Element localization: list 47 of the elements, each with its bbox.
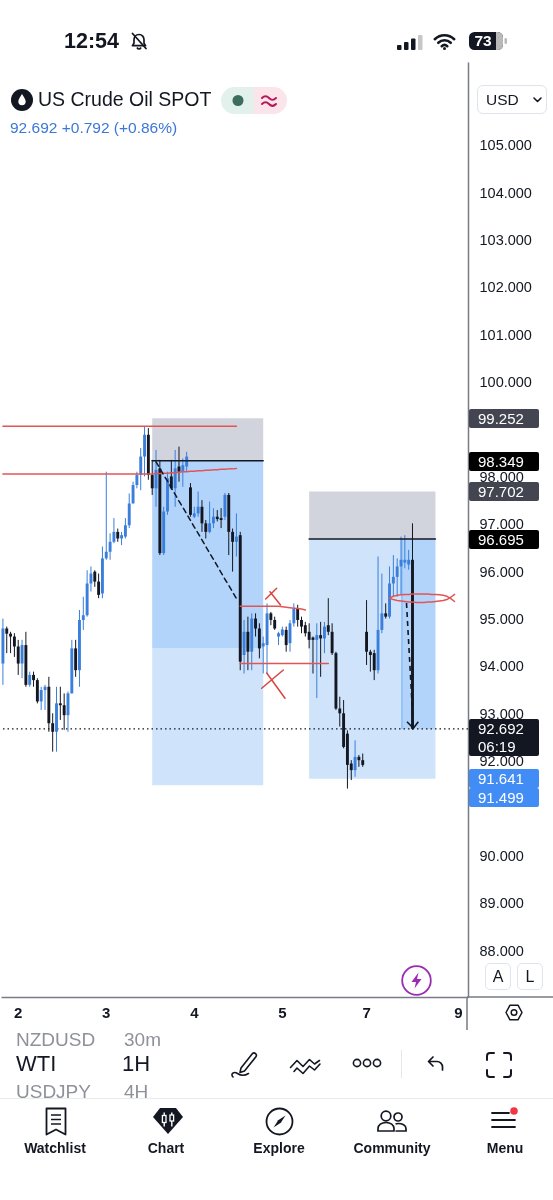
x-tick-label: 4 [190, 1003, 200, 1021]
y-tick-label: 102.000 [479, 279, 532, 296]
x-tick-label: 9 [454, 1003, 463, 1021]
button: A [485, 963, 511, 990]
text: Menu [485, 1140, 525, 1157]
text: Chart [146, 1140, 186, 1157]
text: NZDUSD [16, 1029, 96, 1051]
y-tick-label: 97.000 [479, 516, 524, 533]
text: 73 [473, 32, 493, 50]
text: Explore [252, 1140, 306, 1157]
text: 91.499 [469, 788, 539, 807]
price-tag: 92.692 06:19 [469, 719, 539, 757]
y-tick-label: 103.000 [479, 232, 532, 249]
y-tick-label: 94.000 [479, 658, 524, 675]
x-tick-label: 7 [362, 1003, 371, 1021]
x-tick-label: 2 [14, 1003, 23, 1021]
text: 12:54 [64, 29, 119, 54]
button: L [517, 963, 543, 990]
y-tick-label: 88.000 [479, 942, 524, 959]
x-tick-label: 3 [102, 1003, 111, 1021]
text: WTI [16, 1051, 57, 1077]
y-tick-label: 101.000 [479, 326, 532, 343]
y-tick-label: 104.000 [479, 184, 532, 201]
text: US Crude Oil SPOT [38, 88, 212, 111]
text: 97.702 [469, 482, 539, 501]
currency-dropdown: USD [477, 85, 547, 114]
text: Watchlist [23, 1140, 87, 1157]
text: USDJPY [16, 1081, 91, 1103]
y-tick-label: 95.000 [479, 610, 524, 627]
text: 98.349 [469, 451, 539, 471]
y-tick-label: 105.000 [479, 137, 532, 154]
y-tick-label: 100.000 [479, 374, 532, 391]
text: Community [352, 1140, 432, 1157]
text: 99.252 [469, 408, 539, 428]
y-tick-label: 96.000 [479, 563, 524, 580]
text: 92.692 +0.792 (+0.86%) [10, 119, 178, 137]
y-tick-label: 90.000 [479, 847, 524, 864]
x-tick-label: 5 [278, 1003, 287, 1021]
text: 91.641 [469, 769, 539, 788]
y-tick-label: 93.000 [479, 705, 524, 722]
text: 96.695 [469, 530, 539, 549]
y-tick-label: 98.000 [479, 468, 524, 485]
y-tick-label: 89.000 [479, 895, 524, 912]
text: 4H [124, 1081, 149, 1103]
ref-line-label: 92.692 [478, 720, 524, 738]
text: 30m [124, 1029, 161, 1051]
text: 1H [122, 1051, 151, 1077]
